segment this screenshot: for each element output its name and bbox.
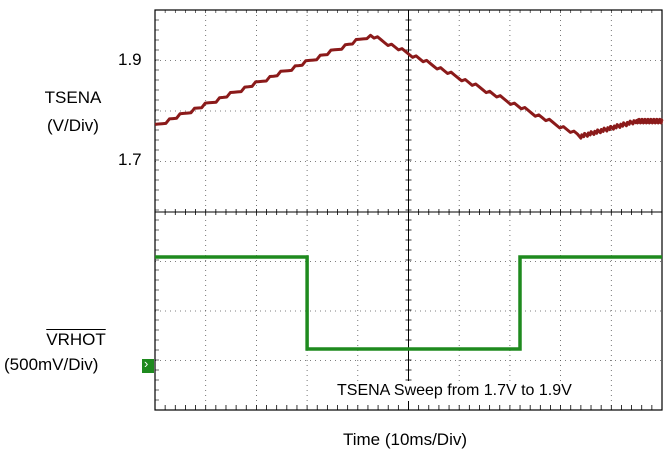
sweep-annotation: TSENA Sweep from 1.7V to 1.9V — [335, 381, 574, 401]
top-y-axis-label: TSENA — [44, 88, 102, 107]
plot-frame — [154, 9, 663, 411]
bottom-y-axis-label: VRHOT — [20, 330, 132, 350]
vrhot-trace-edge — [155, 256, 662, 350]
vrhot-overlined-label: VRHOT — [46, 330, 106, 349]
ground-marker-icon: › — [142, 356, 154, 373]
top-y-axis-unit: (V/Div) — [47, 116, 99, 135]
x-axis-label: Time (10ms/Div) — [342, 430, 468, 449]
bottom-y-axis-unit: (500mV/Div) — [4, 355, 99, 374]
tsena-trace — [154, 33, 664, 140]
y-tick-label: 1.7 — [118, 150, 142, 169]
y-tick-label: 1.9 — [118, 50, 142, 69]
